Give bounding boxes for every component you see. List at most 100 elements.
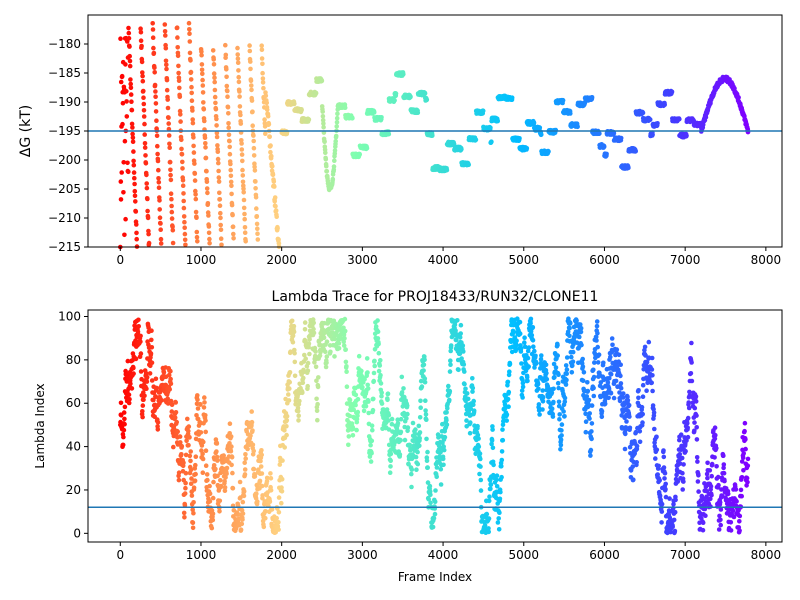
bottom-point bbox=[712, 455, 717, 460]
bottom-point bbox=[417, 415, 423, 420]
top-point bbox=[248, 78, 254, 84]
top-point bbox=[144, 172, 149, 178]
bottom-point bbox=[557, 417, 562, 422]
bottom-point bbox=[610, 342, 615, 348]
bottom-point bbox=[410, 420, 416, 426]
bottom-point bbox=[471, 398, 477, 404]
bottom-point bbox=[514, 338, 519, 344]
bottom-point bbox=[279, 500, 284, 506]
top-point bbox=[238, 121, 244, 126]
bottom-point bbox=[188, 458, 193, 464]
bottom-point bbox=[264, 475, 270, 481]
top-point bbox=[127, 63, 133, 69]
bottom-point bbox=[276, 527, 281, 532]
bottom-point bbox=[562, 399, 568, 405]
bottom-point bbox=[625, 394, 630, 400]
bottom-point bbox=[586, 397, 592, 403]
bottom-point bbox=[118, 400, 124, 406]
bottom-point bbox=[193, 471, 198, 477]
top-point bbox=[253, 195, 259, 200]
bottom-point bbox=[693, 399, 699, 404]
top-point bbox=[240, 179, 246, 185]
top-point bbox=[218, 227, 224, 232]
bottom-point bbox=[389, 421, 395, 427]
top-point bbox=[251, 153, 257, 158]
bottom-point bbox=[424, 436, 429, 442]
bottom-point bbox=[183, 470, 189, 476]
bottom-point bbox=[249, 409, 254, 414]
bottom-point bbox=[618, 373, 623, 379]
bottom-point bbox=[627, 425, 633, 431]
bottom-point bbox=[494, 473, 500, 479]
top-point bbox=[393, 91, 399, 96]
bottom-point bbox=[499, 464, 504, 469]
bottom-point bbox=[291, 323, 297, 329]
top-point bbox=[162, 29, 168, 34]
bottom-point bbox=[434, 465, 440, 470]
bottom-point bbox=[491, 462, 496, 468]
top-point bbox=[323, 150, 328, 155]
top-point bbox=[176, 63, 181, 69]
top-point bbox=[251, 145, 257, 151]
bottom-point bbox=[263, 515, 268, 521]
bottom-point bbox=[140, 403, 146, 408]
bottom-point bbox=[378, 358, 383, 363]
bottom-point bbox=[685, 425, 690, 431]
top-point bbox=[182, 237, 188, 243]
top-point bbox=[202, 118, 207, 124]
top-point bbox=[128, 81, 133, 87]
bottom-point bbox=[581, 370, 587, 375]
bottom-point bbox=[259, 471, 265, 476]
bottom-point bbox=[487, 494, 492, 500]
bottom-point bbox=[267, 499, 273, 505]
bottom-scatter-points bbox=[118, 316, 751, 536]
top-point bbox=[145, 196, 150, 202]
bottom-point bbox=[387, 470, 393, 476]
bottom-point bbox=[372, 358, 377, 364]
bottom-point bbox=[607, 376, 612, 381]
top-point bbox=[121, 190, 126, 195]
bottom-point bbox=[373, 324, 379, 329]
bottom-point bbox=[193, 454, 199, 460]
top-point bbox=[415, 110, 421, 115]
bottom-point bbox=[168, 369, 173, 374]
top-point bbox=[260, 70, 265, 76]
top-point bbox=[194, 229, 200, 235]
bottom-point bbox=[183, 480, 188, 486]
top-point bbox=[163, 33, 168, 38]
bottom-point bbox=[250, 428, 255, 433]
bottom-point bbox=[332, 354, 337, 359]
bottom-point bbox=[131, 365, 136, 371]
bottom-point bbox=[627, 414, 632, 419]
bottom-point bbox=[146, 325, 151, 331]
bottom-point bbox=[685, 420, 690, 426]
bottom-point bbox=[662, 476, 667, 481]
bottom-point bbox=[524, 375, 530, 380]
top-point bbox=[130, 131, 135, 137]
bottom-point bbox=[415, 449, 420, 455]
bottom-point bbox=[718, 517, 723, 523]
top-point bbox=[126, 36, 132, 41]
bottom-point bbox=[462, 369, 467, 374]
bottom-point bbox=[574, 340, 580, 346]
top-point bbox=[188, 58, 193, 63]
bottom-point bbox=[646, 339, 652, 345]
bottom-point bbox=[263, 509, 268, 514]
bottom-point bbox=[120, 442, 126, 448]
bottom-point bbox=[559, 433, 564, 438]
bottom-point bbox=[517, 319, 523, 325]
bottom-point bbox=[386, 427, 392, 432]
bottom-point bbox=[417, 430, 423, 435]
bottom-point bbox=[494, 477, 499, 483]
bottom-point bbox=[459, 356, 464, 361]
bottom-point bbox=[661, 454, 667, 460]
bottom-point bbox=[140, 414, 145, 420]
top-point bbox=[188, 77, 194, 82]
bottom-point bbox=[477, 451, 483, 456]
bottom-point bbox=[401, 386, 406, 391]
bottom-point bbox=[231, 508, 237, 513]
top-point bbox=[342, 105, 348, 110]
bottom-point bbox=[280, 458, 285, 463]
top-point bbox=[164, 62, 169, 68]
bottom-point bbox=[121, 434, 126, 440]
